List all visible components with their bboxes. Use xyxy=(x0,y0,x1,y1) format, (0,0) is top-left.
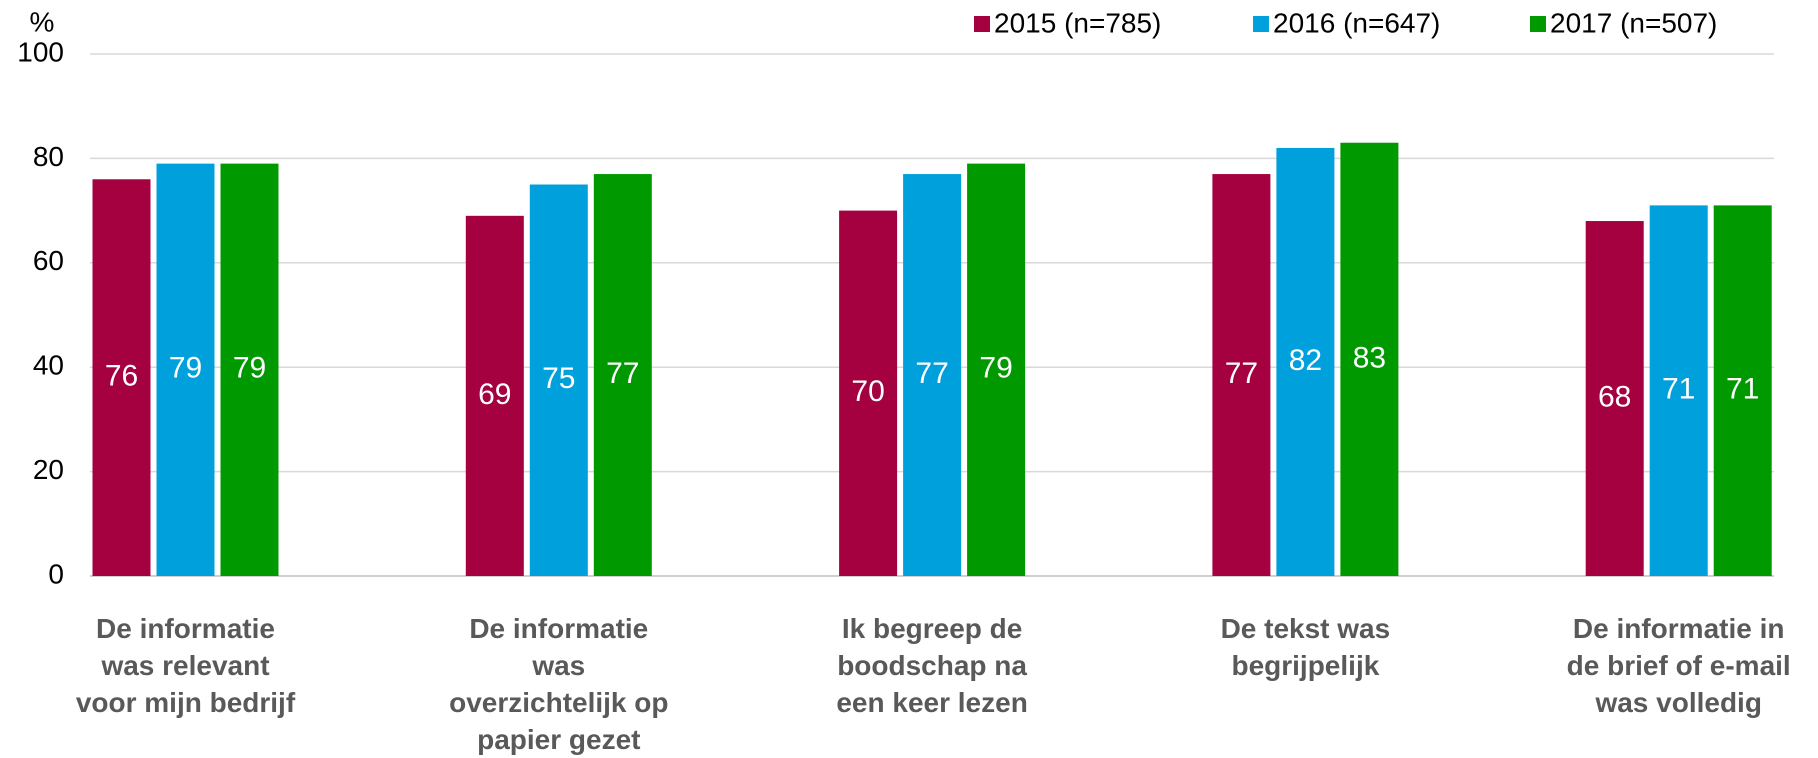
bar xyxy=(1585,221,1644,577)
x-tick-label: De tekst was begrijpelijk xyxy=(1220,613,1391,681)
data-label: 69 xyxy=(478,378,511,411)
data-label: 68 xyxy=(1598,380,1631,413)
legend-label: 2017 (n=507) xyxy=(1550,7,1717,38)
x-tick-label: De informatie was overzichtelijk op papi… xyxy=(449,613,669,755)
bar xyxy=(92,179,151,576)
bar xyxy=(593,174,652,576)
data-label: 79 xyxy=(979,352,1012,385)
data-label: 77 xyxy=(1225,357,1258,390)
bar xyxy=(156,163,215,576)
bar xyxy=(1276,147,1335,576)
bar xyxy=(839,210,898,576)
y-unit-label: % xyxy=(30,6,55,37)
data-label: 77 xyxy=(606,357,639,390)
data-label: 82 xyxy=(1289,344,1322,377)
data-label: 77 xyxy=(915,357,948,390)
bar xyxy=(529,184,588,576)
x-tick-label: Ik begreep de boodschap na een keer leze… xyxy=(836,613,1028,718)
data-label: 71 xyxy=(1662,373,1695,406)
bar xyxy=(903,174,962,576)
x-tick-label: De informatie was relevant voor mijn bed… xyxy=(75,613,296,718)
y-tick-label: 20 xyxy=(33,454,64,485)
legend-swatch xyxy=(1530,16,1546,32)
data-label: 79 xyxy=(169,352,202,385)
y-tick-label: 0 xyxy=(48,558,64,589)
legend-label: 2016 (n=647) xyxy=(1273,7,1440,38)
data-label: 75 xyxy=(542,362,575,395)
y-tick-label: 100 xyxy=(17,36,64,67)
bar xyxy=(220,163,279,576)
data-label: 70 xyxy=(851,375,884,408)
bar xyxy=(1713,205,1772,576)
bar xyxy=(465,215,524,576)
data-label: 71 xyxy=(1726,373,1759,406)
bar xyxy=(967,163,1026,576)
data-label: 76 xyxy=(105,360,138,393)
legend-label: 2015 (n=785) xyxy=(994,7,1161,38)
bar xyxy=(1212,174,1271,576)
x-tick-label: De informatie in de brief of e-mail was … xyxy=(1566,613,1791,718)
y-tick-label: 60 xyxy=(33,245,64,276)
bar xyxy=(1649,205,1708,576)
legend-swatch xyxy=(974,16,990,32)
legend-swatch xyxy=(1253,16,1269,32)
y-tick-label: 40 xyxy=(33,350,64,381)
y-tick-label: 80 xyxy=(33,141,64,172)
bar xyxy=(1340,142,1399,577)
data-label: 83 xyxy=(1353,341,1386,374)
data-label: 79 xyxy=(233,352,266,385)
